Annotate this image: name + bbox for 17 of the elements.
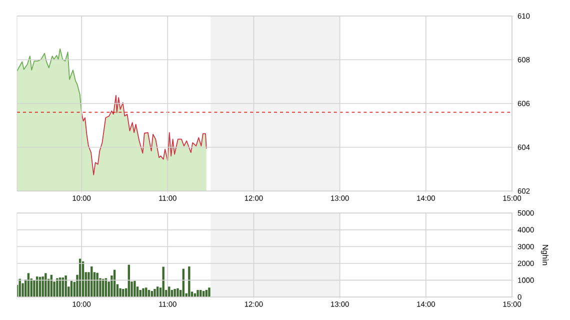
bar — [64, 275, 67, 297]
bar — [188, 266, 190, 297]
bar — [142, 288, 144, 297]
bar — [208, 288, 210, 297]
bar — [22, 283, 24, 297]
bar — [176, 288, 179, 297]
bar — [18, 278, 21, 297]
bar — [44, 273, 47, 297]
bar — [196, 290, 199, 297]
bar — [96, 272, 98, 297]
bar — [119, 288, 122, 297]
bar — [134, 280, 136, 297]
bar — [154, 288, 156, 297]
bar — [56, 278, 58, 297]
bar — [42, 276, 44, 297]
bar — [33, 280, 36, 297]
bar — [174, 288, 176, 297]
